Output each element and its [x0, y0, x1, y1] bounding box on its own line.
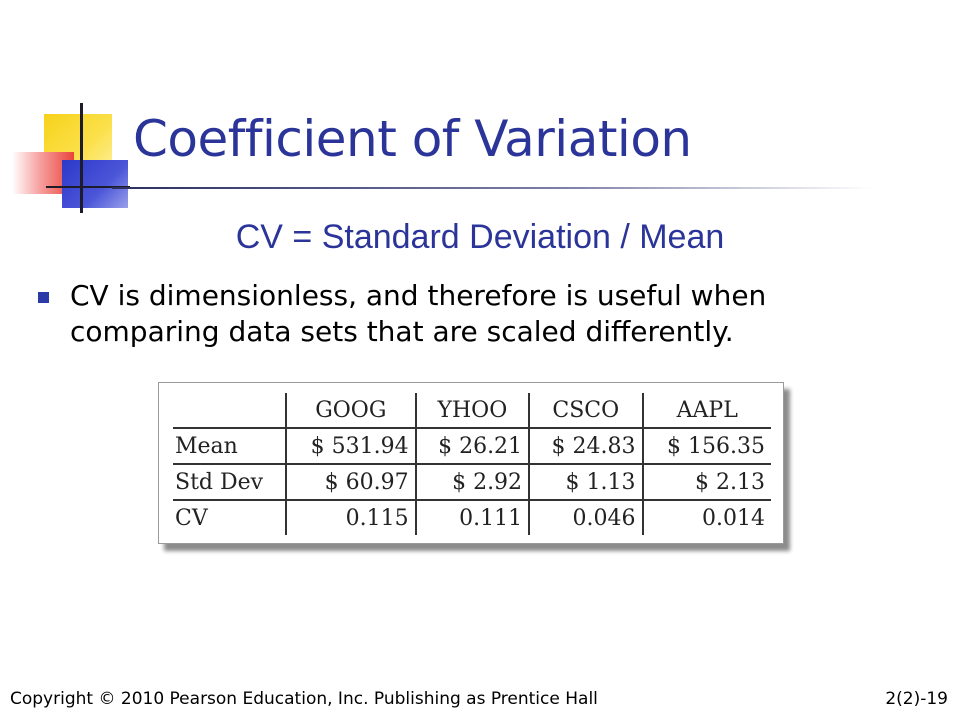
- bullet-text: CV is dimensionless, and therefore is us…: [70, 279, 767, 348]
- table-cell: 0.111: [414, 500, 530, 535]
- table-row: Std Dev $ 60.97 $ 2.92 $ 1.13 $ 2.13: [173, 464, 771, 501]
- vertical-line-decoration: [80, 103, 83, 213]
- table-header-cell: YHOO: [414, 393, 530, 429]
- statistics-table: GOOG YHOO CSCO AAPL Mean $ 531.94 $ 26.2…: [173, 393, 771, 535]
- table-header-cell: [173, 393, 286, 429]
- slide-title: Coefficient of Variation: [133, 110, 692, 168]
- square-bullet-icon: [38, 292, 49, 303]
- row-label: Mean: [173, 428, 286, 465]
- title-underline: [112, 187, 872, 189]
- table-cell: 0.014: [641, 500, 771, 535]
- table-cell: $ 60.97: [285, 464, 416, 501]
- row-label: CV: [175, 505, 208, 531]
- blue-square-decoration: [62, 160, 128, 208]
- table-cell: 0.046: [528, 500, 643, 535]
- horizontal-line-decoration: [46, 186, 130, 188]
- decorative-logo-blocks: [0, 0, 140, 230]
- table-cell: $ 2.13: [641, 464, 771, 501]
- table-cell: $ 24.83: [528, 428, 643, 465]
- table-cell: 0.115: [285, 500, 416, 535]
- table-cell: $ 26.21: [414, 428, 530, 465]
- row-label: Std Dev: [173, 464, 286, 501]
- table-cell: $ 1.13: [528, 464, 643, 501]
- table-header-cell: GOOG: [285, 393, 416, 429]
- copyright-footer: Copyright © 2010 Pearson Education, Inc.…: [10, 689, 598, 709]
- table-cell: $ 2.92: [414, 464, 530, 501]
- statistics-table-image: GOOG YHOO CSCO AAPL Mean $ 531.94 $ 26.2…: [158, 382, 784, 544]
- table-row: Mean $ 531.94 $ 26.21 $ 24.83 $ 156.35: [173, 428, 771, 465]
- table-header-row: GOOG YHOO CSCO AAPL: [173, 393, 771, 429]
- slide-number: 2(2)-19: [885, 689, 948, 709]
- table-header-cell: CSCO: [528, 393, 643, 429]
- table-row: CV 0.115 0.111 0.046 0.014: [173, 500, 771, 535]
- cv-formula: CV = Standard Deviation / Mean: [235, 218, 725, 256]
- table-header-cell: AAPL: [641, 393, 771, 429]
- table-cell: $ 156.35: [641, 428, 771, 465]
- table-cell: $ 531.94: [285, 428, 416, 465]
